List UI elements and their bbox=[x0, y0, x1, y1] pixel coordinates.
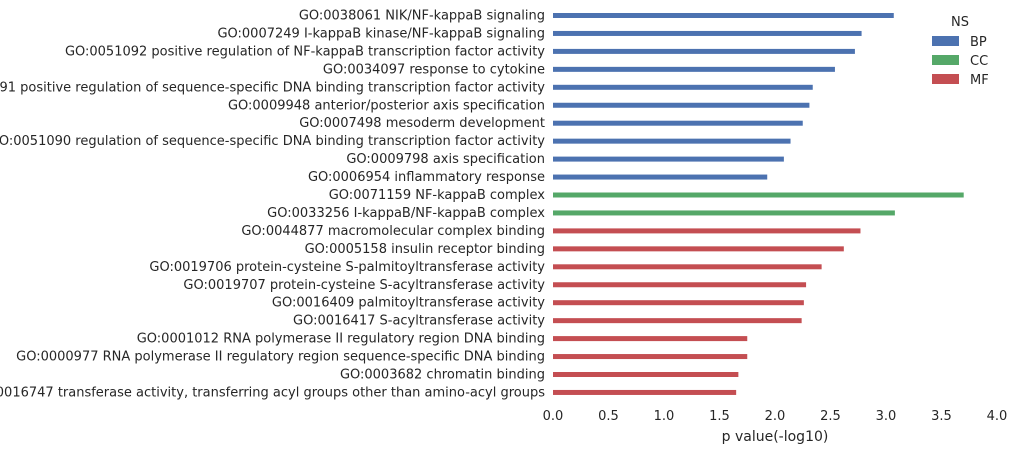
category-label: GO:0009798 axis specification bbox=[346, 152, 545, 167]
category-label: GO:0007249 I-kappaB kinase/NF-kappaB sig… bbox=[217, 26, 545, 41]
category-label: GO:0034097 response to cytokine bbox=[323, 62, 545, 77]
x-tick-label: 0.0 bbox=[543, 409, 564, 424]
legend: NS BP CC MF bbox=[932, 15, 989, 88]
bar bbox=[553, 228, 861, 234]
category-label: GO:0007498 mesoderm development bbox=[299, 116, 545, 131]
bar bbox=[553, 120, 803, 126]
category-label: GO:0009948 anterior/posterior axis speci… bbox=[228, 98, 545, 113]
bar bbox=[553, 264, 822, 270]
bar bbox=[553, 102, 810, 108]
x-tick-label: 2.0 bbox=[765, 409, 786, 424]
category-label: GO:0001012 RNA polymerase II regulatory … bbox=[137, 332, 545, 347]
x-tick-label: 1.0 bbox=[654, 409, 675, 424]
category-label: GO:0033256 I-kappaB/NF-kappaB complex bbox=[267, 206, 545, 221]
category-label: GO:0016409 palmitoyltransferase activity bbox=[272, 296, 545, 311]
bar bbox=[553, 336, 748, 342]
bar bbox=[553, 354, 748, 360]
category-label: GO:0000977 RNA polymerase II regulatory … bbox=[16, 350, 545, 365]
x-axis-ticks: 0.0 0.5 1.0 1.5 2.0 2.5 3.0 3.5 4.0 bbox=[543, 409, 1008, 424]
x-axis-title: p value(-log10) bbox=[722, 429, 829, 445]
bar bbox=[553, 138, 791, 144]
category-label: GO:0071159 NF-kappaB complex bbox=[329, 188, 546, 203]
bar bbox=[553, 84, 813, 90]
category-label: GO:0006954 inflammatory response bbox=[308, 170, 545, 185]
legend-title: NS bbox=[951, 15, 969, 30]
x-tick-label: 4.0 bbox=[987, 409, 1008, 424]
bar bbox=[553, 318, 802, 324]
category-label: GO:0005158 insulin receptor binding bbox=[305, 242, 545, 257]
category-label: GO:0051091 positive regulation of sequen… bbox=[0, 80, 545, 95]
bar bbox=[553, 30, 862, 36]
category-label: GO:0038061 NIK/NF-kappaB signaling bbox=[299, 9, 545, 24]
x-tick-label: 3.5 bbox=[931, 409, 952, 424]
bar bbox=[553, 372, 739, 377]
bars-group bbox=[553, 13, 964, 395]
category-label: GO:0019706 protein-cysteine S-palmitoylt… bbox=[149, 260, 545, 275]
category-label: GO:0051090 regulation of sequence-specif… bbox=[0, 134, 545, 149]
category-label: GO:0019707 protein-cysteine S-acyltransf… bbox=[183, 278, 545, 293]
category-label: GO:0044877 macromolecular complex bindin… bbox=[241, 224, 545, 239]
legend-label: BP bbox=[970, 35, 987, 50]
bar bbox=[553, 210, 895, 216]
bar bbox=[553, 174, 768, 180]
bar bbox=[553, 282, 807, 288]
legend-swatch bbox=[932, 55, 959, 65]
bar bbox=[553, 13, 894, 18]
legend-swatch bbox=[932, 74, 959, 84]
bar bbox=[553, 300, 804, 306]
bar bbox=[553, 389, 737, 395]
x-tick-label: 3.0 bbox=[876, 409, 897, 424]
bar bbox=[553, 66, 835, 72]
legend-swatch bbox=[932, 36, 959, 46]
category-label: GO:0016417 S-acyltransferase activity bbox=[293, 314, 545, 329]
legend-label: CC bbox=[970, 54, 988, 69]
category-label: GO:0003682 chromatin binding bbox=[340, 368, 545, 383]
bar bbox=[553, 246, 844, 252]
bar bbox=[553, 156, 784, 162]
x-tick-label: 1.5 bbox=[709, 409, 730, 424]
legend-label: MF bbox=[970, 73, 989, 88]
x-tick-label: 2.5 bbox=[820, 409, 841, 424]
bar bbox=[553, 48, 855, 54]
category-label: GO:0016747 transferase activity, transfe… bbox=[0, 385, 545, 400]
x-tick-label: 0.5 bbox=[598, 409, 619, 424]
category-labels: GO:0038061 NIK/NF-kappaB signaling GO:000… bbox=[0, 9, 545, 401]
category-label: GO:0051092 positive regulation of NF-kap… bbox=[65, 44, 545, 59]
bar bbox=[553, 192, 964, 198]
